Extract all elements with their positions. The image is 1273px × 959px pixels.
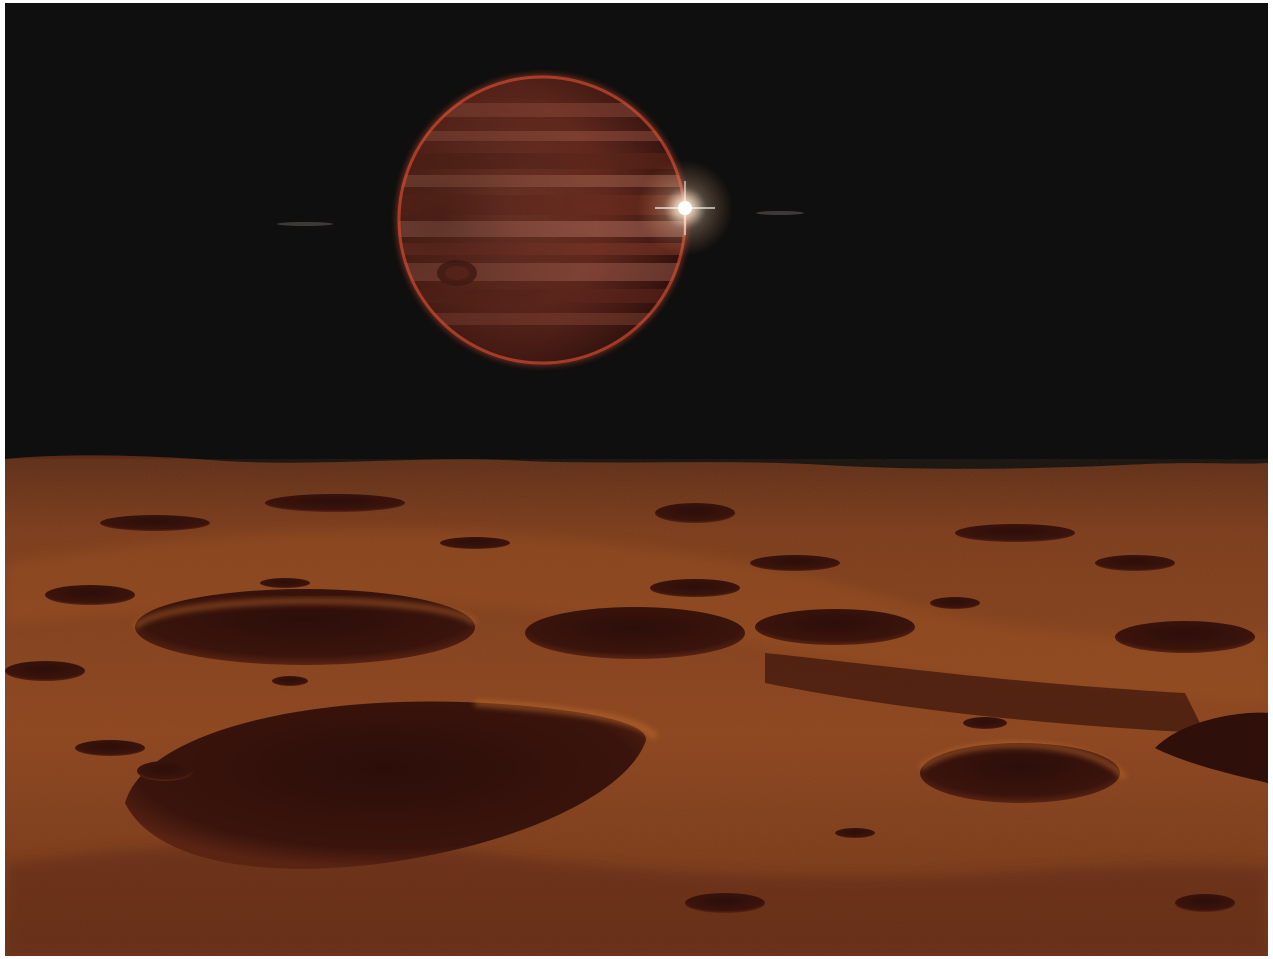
crater bbox=[440, 537, 510, 549]
scene-frame bbox=[5, 3, 1268, 956]
crater bbox=[685, 893, 765, 913]
crater bbox=[5, 661, 85, 681]
crater bbox=[963, 717, 1007, 729]
crater bbox=[920, 743, 1120, 803]
crater bbox=[1175, 894, 1235, 912]
crater bbox=[650, 579, 740, 597]
crater bbox=[1155, 712, 1268, 783]
crater bbox=[655, 503, 735, 523]
crater bbox=[137, 761, 193, 781]
crater bbox=[835, 828, 875, 838]
crater bbox=[750, 555, 840, 571]
crater bbox=[265, 494, 405, 512]
crater bbox=[1115, 621, 1255, 653]
planet-rings bbox=[277, 211, 804, 226]
crater bbox=[955, 524, 1075, 542]
crater bbox=[272, 676, 308, 686]
crater bbox=[75, 740, 145, 756]
crater bbox=[525, 607, 745, 659]
craters bbox=[5, 494, 1268, 913]
sun-flare bbox=[637, 160, 733, 256]
crater bbox=[1095, 555, 1175, 571]
crater bbox=[755, 609, 915, 645]
crater bbox=[100, 515, 210, 531]
crater bbox=[260, 578, 310, 588]
crater bbox=[930, 597, 980, 609]
crater bbox=[45, 585, 135, 605]
gas-giant-planet bbox=[396, 74, 688, 366]
scene-svg bbox=[5, 3, 1268, 956]
crater bbox=[125, 701, 646, 869]
